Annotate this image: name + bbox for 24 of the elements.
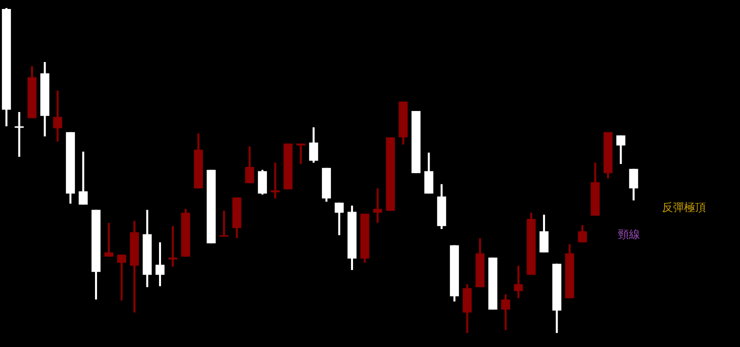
candlestick bbox=[540, 214, 549, 254]
candlestick bbox=[104, 222, 114, 258]
candlestick bbox=[78, 150, 88, 206]
candlestick bbox=[156, 241, 165, 288]
candlestick bbox=[168, 225, 178, 268]
candlestick bbox=[117, 254, 126, 302]
candlestick bbox=[296, 142, 306, 165]
candlestick bbox=[424, 152, 434, 195]
candlestick bbox=[578, 224, 587, 244]
annotation: 頸線 bbox=[618, 227, 640, 242]
candlestick bbox=[616, 134, 626, 165]
candlestick bbox=[53, 90, 62, 143]
candlestick bbox=[629, 168, 638, 202]
candlestick bbox=[373, 187, 382, 224]
candlestick bbox=[245, 145, 254, 184]
candlestick bbox=[501, 293, 510, 332]
candlestick bbox=[309, 126, 318, 164]
candlestick bbox=[334, 202, 344, 236]
candlestick bbox=[270, 162, 280, 200]
candlestick bbox=[14, 111, 24, 158]
candlestick bbox=[514, 264, 523, 300]
candlestick bbox=[258, 168, 267, 196]
text: 反彈極頂 bbox=[662, 200, 706, 215]
candlestick bbox=[220, 210, 229, 238]
